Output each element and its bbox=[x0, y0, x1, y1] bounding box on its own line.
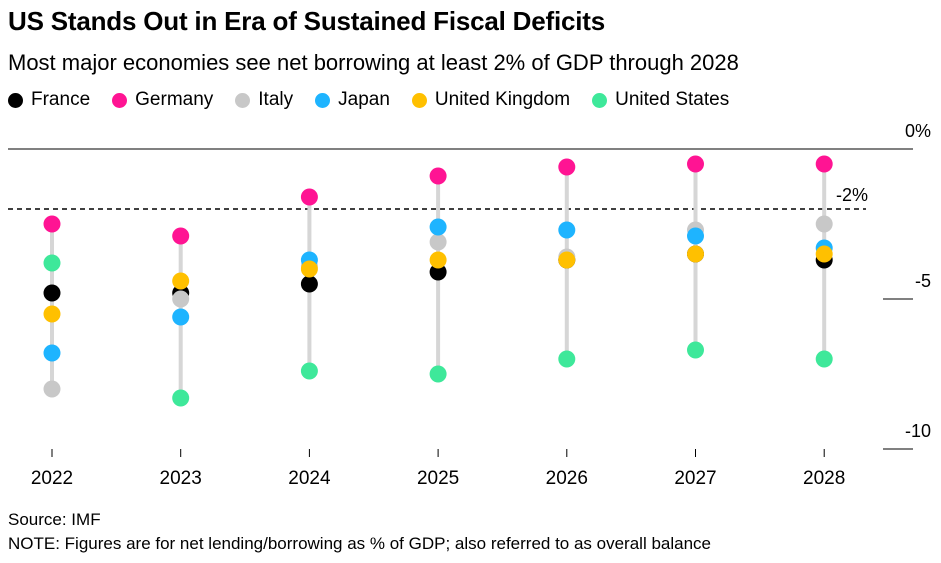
point-japan-2025 bbox=[429, 218, 447, 236]
point-japan-2027 bbox=[687, 227, 704, 245]
x-tick-label: 2027 bbox=[674, 468, 716, 489]
point-united-kingdom-2027 bbox=[687, 245, 704, 263]
point-united-states-2024 bbox=[300, 362, 318, 380]
point-united-kingdom-2026 bbox=[558, 251, 576, 269]
legend-label-germany: Germany bbox=[135, 89, 214, 110]
x-tick-label: 2028 bbox=[803, 468, 845, 489]
chart-subtitle: Most major economies see net borrowing a… bbox=[8, 50, 739, 75]
legend-label-japan: Japan bbox=[338, 89, 390, 110]
x-tick-label: 2026 bbox=[546, 468, 588, 489]
point-italy-2025 bbox=[429, 233, 447, 251]
point-united-states-2027 bbox=[687, 341, 704, 359]
legend-label-united-kingdom: United Kingdom bbox=[434, 89, 571, 110]
point-germany-2022 bbox=[43, 215, 61, 233]
legend-item-italy: Italy bbox=[235, 89, 293, 111]
point-united-kingdom-2022 bbox=[43, 305, 61, 323]
point-germany-2023 bbox=[172, 227, 190, 245]
legend-swatch-japan bbox=[315, 92, 331, 108]
reference-line-label: -2% bbox=[836, 185, 868, 205]
point-united-kingdom-2028 bbox=[815, 245, 833, 263]
x-tick-label: 2022 bbox=[31, 468, 73, 489]
legend-item-france: France bbox=[8, 89, 90, 111]
point-france-2025 bbox=[429, 263, 447, 281]
legend-swatch-united-kingdom bbox=[411, 92, 427, 108]
point-italy-2028 bbox=[815, 215, 833, 233]
legend-item-germany: Germany bbox=[112, 89, 213, 111]
point-japan-2023 bbox=[172, 308, 190, 326]
point-united-states-2028 bbox=[815, 350, 833, 368]
y-tick-label: -10 bbox=[905, 421, 931, 441]
point-germany-2026 bbox=[558, 158, 576, 176]
point-italy-2023 bbox=[172, 290, 190, 308]
point-united-kingdom-2025 bbox=[429, 251, 447, 269]
point-united-states-2023 bbox=[172, 389, 190, 407]
x-tick-label: 2025 bbox=[417, 468, 459, 489]
point-italy-2022 bbox=[43, 380, 61, 398]
point-france-2022 bbox=[43, 284, 61, 302]
legend-item-united-states: United States bbox=[592, 89, 729, 111]
legend-swatch-germany bbox=[112, 92, 128, 108]
point-united-kingdom-2023 bbox=[172, 272, 190, 290]
legend: France Germany Italy Japan United Kingdo… bbox=[8, 89, 751, 111]
point-united-states-2022 bbox=[43, 254, 61, 272]
legend-item-japan: Japan bbox=[315, 89, 390, 111]
y-tick-label: -5 bbox=[915, 271, 931, 291]
legend-label-italy: Italy bbox=[258, 89, 294, 110]
chart-title: US Stands Out in Era of Sustained Fiscal… bbox=[8, 6, 605, 36]
footnote: NOTE: Figures are for net lending/borrow… bbox=[8, 534, 712, 553]
y-tick-label: 0% bbox=[905, 121, 931, 141]
point-germany-2027 bbox=[687, 155, 704, 173]
legend-swatch-france bbox=[8, 92, 23, 108]
point-germany-2024 bbox=[300, 188, 318, 206]
point-united-kingdom-2024 bbox=[300, 260, 318, 278]
x-tick-label: 2024 bbox=[288, 468, 331, 489]
point-france-2024 bbox=[300, 275, 318, 293]
point-japan-2026 bbox=[558, 221, 576, 239]
x-tick-label: 2023 bbox=[160, 468, 202, 489]
legend-swatch-italy bbox=[235, 92, 251, 108]
point-germany-2028 bbox=[815, 155, 833, 173]
point-japan-2022 bbox=[43, 344, 61, 362]
legend-swatch-united-states bbox=[592, 92, 608, 108]
point-united-states-2025 bbox=[429, 365, 447, 383]
point-united-states-2026 bbox=[558, 350, 576, 368]
legend-item-united-kingdom: United Kingdom bbox=[411, 89, 571, 111]
source-note: Source: IMF bbox=[8, 510, 101, 529]
legend-label-france: France bbox=[31, 89, 91, 110]
point-germany-2025 bbox=[429, 167, 447, 185]
legend-label-united-states: United States bbox=[615, 89, 730, 110]
